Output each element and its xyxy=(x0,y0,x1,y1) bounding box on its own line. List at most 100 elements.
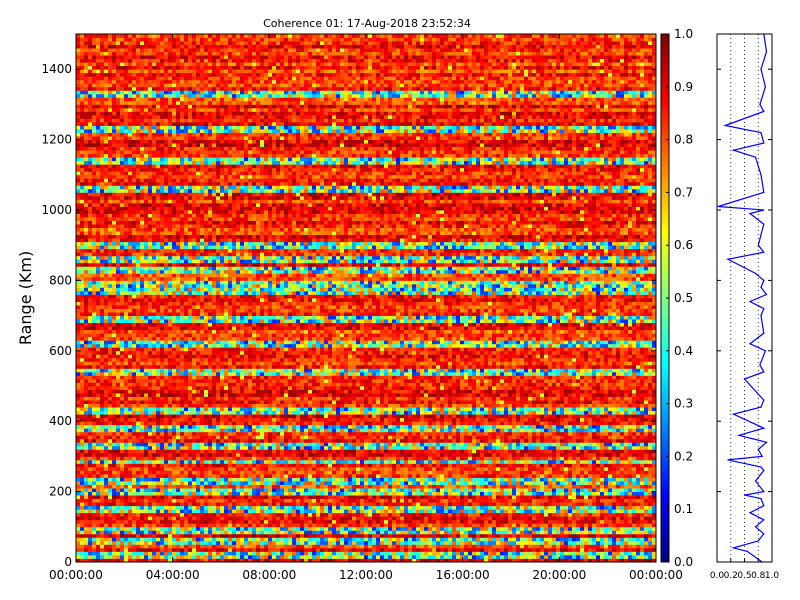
heatmap-cell xyxy=(264,505,269,510)
heatmap-cell xyxy=(164,554,169,559)
heatmap-cell xyxy=(428,466,433,471)
heatmap-cell xyxy=(240,445,245,450)
heatmap-cell xyxy=(276,554,281,559)
heatmap-cell xyxy=(112,505,117,510)
heatmap-cell xyxy=(648,470,653,475)
heatmap-cell xyxy=(168,551,173,556)
heatmap-cell xyxy=(344,540,349,545)
heatmap-cell xyxy=(120,558,125,563)
heatmap-cell xyxy=(320,456,325,461)
heatmap-cell xyxy=(332,459,337,464)
heatmap-cell xyxy=(140,452,145,457)
heatmap-cell xyxy=(100,449,105,454)
heatmap-cell xyxy=(136,456,141,461)
heatmap-cell xyxy=(328,442,333,447)
heatmap-cell xyxy=(388,554,393,559)
heatmap-cell xyxy=(516,442,521,447)
heatmap-cell xyxy=(104,516,109,521)
heatmap-cell xyxy=(652,466,657,471)
heatmap-cell xyxy=(640,502,645,507)
heatmap-cell xyxy=(352,442,357,447)
heatmap-cell xyxy=(344,512,349,517)
heatmap-cell xyxy=(132,438,137,443)
heatmap-cell xyxy=(600,495,605,500)
heatmap-cell xyxy=(80,512,85,517)
heatmap-cell xyxy=(540,502,545,507)
heatmap-cell xyxy=(224,466,229,471)
heatmap-cell xyxy=(532,442,537,447)
heatmap-cell xyxy=(84,481,89,485)
heatmap-cell xyxy=(596,526,601,531)
heatmap-cell xyxy=(584,452,589,457)
heatmap-cell xyxy=(316,544,321,549)
heatmap-cell xyxy=(228,509,233,514)
heatmap-cell xyxy=(172,516,177,521)
heatmap-cell xyxy=(364,456,369,461)
heatmap-cell xyxy=(396,519,401,524)
heatmap-cell xyxy=(388,558,393,563)
heatmap-cell xyxy=(448,533,453,538)
heatmap-cell xyxy=(344,445,349,450)
heatmap-cell xyxy=(652,512,657,517)
heatmap-cell xyxy=(628,554,633,559)
heatmap-cell xyxy=(588,491,593,496)
heatmap-cell xyxy=(560,442,565,447)
heatmap-cell xyxy=(396,540,401,545)
heatmap-cell xyxy=(180,547,185,552)
heatmap-cell xyxy=(428,456,433,461)
heatmap-cell xyxy=(416,554,421,559)
heatmap-cell xyxy=(304,438,309,443)
heatmap-cell xyxy=(200,463,205,468)
heatmap-cell xyxy=(548,452,553,457)
heatmap-cell xyxy=(588,442,593,447)
heatmap-cell xyxy=(584,498,589,503)
heatmap-cell xyxy=(156,481,161,485)
heatmap-cell xyxy=(104,484,109,489)
heatmap-cell xyxy=(496,491,501,496)
heatmap-cell xyxy=(112,495,117,500)
heatmap-cell xyxy=(196,537,201,542)
heatmap-cell xyxy=(628,466,633,471)
heatmap-cell xyxy=(312,547,317,552)
heatmap-cell xyxy=(628,533,633,538)
heatmap-cell xyxy=(196,491,201,496)
heatmap-cell xyxy=(80,488,85,492)
heatmap-cell xyxy=(652,495,657,500)
heatmap-cell xyxy=(320,438,325,443)
heatmap-cell xyxy=(480,491,485,496)
heatmap-cell xyxy=(524,488,529,492)
heatmap-cell xyxy=(532,470,537,475)
heatmap-cell xyxy=(108,530,113,535)
heatmap-cell xyxy=(224,452,229,457)
heatmap-cell xyxy=(648,502,653,507)
heatmap-cell xyxy=(236,438,241,443)
heatmap-cell xyxy=(568,445,573,450)
heatmap-cell xyxy=(196,459,201,464)
heatmap-cell xyxy=(652,509,657,514)
heatmap-cell xyxy=(444,509,449,514)
heatmap-cell xyxy=(624,488,629,492)
heatmap-cell xyxy=(436,477,441,482)
heatmap-cell xyxy=(332,540,337,545)
heatmap-cell xyxy=(108,488,113,492)
heatmap-cell xyxy=(388,505,393,510)
heatmap-cell xyxy=(524,540,529,545)
heatmap-cell xyxy=(476,474,481,478)
heatmap-cell xyxy=(428,523,433,528)
heatmap-cell xyxy=(396,452,401,457)
heatmap-cell xyxy=(192,526,197,531)
heatmap-cell xyxy=(424,540,429,545)
heatmap-cell xyxy=(444,533,449,538)
heatmap-cell xyxy=(344,533,349,538)
heatmap-cell xyxy=(548,512,553,517)
heatmap-cell xyxy=(120,551,125,556)
heatmap-cell xyxy=(468,551,473,556)
heatmap-cell xyxy=(272,438,277,443)
heatmap-cell xyxy=(160,445,165,450)
heatmap-cell xyxy=(120,512,125,517)
heatmap-cell xyxy=(440,452,445,457)
heatmap-cell xyxy=(552,498,557,503)
heatmap-cell xyxy=(588,474,593,478)
heatmap-cell xyxy=(340,477,345,482)
heatmap-cell xyxy=(380,470,385,475)
